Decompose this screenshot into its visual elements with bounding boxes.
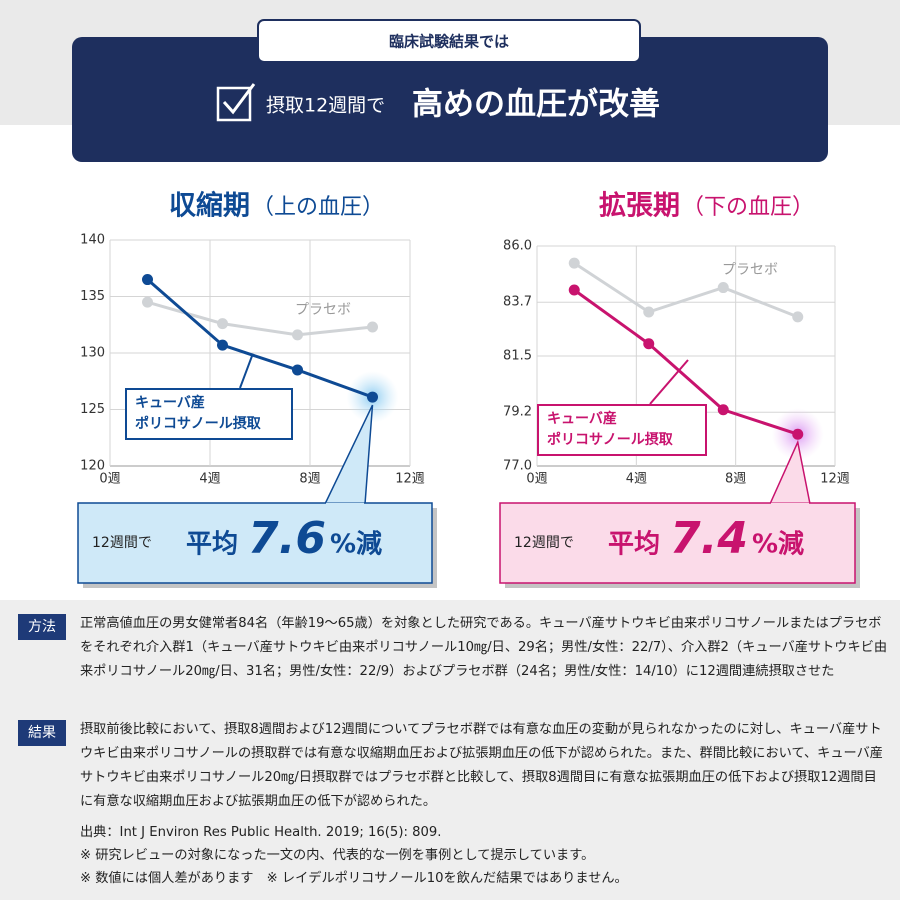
result-unit: %減 bbox=[752, 530, 804, 560]
point bbox=[292, 364, 303, 376]
results-text: 摂取前後比較において、摂取8週間および12週間についてプラセボ群では有意な血圧の… bbox=[80, 722, 883, 809]
point bbox=[367, 391, 378, 403]
result-value: 7.6 bbox=[248, 513, 326, 564]
point bbox=[717, 404, 729, 416]
y-tick-label: 120 bbox=[80, 459, 105, 474]
note: ※ 数値には個人差があります ※ レイデルポリコサノール10を飲んだ結果ではあり… bbox=[80, 871, 628, 886]
point bbox=[217, 318, 228, 330]
callout bbox=[323, 404, 374, 505]
result-value: 7.4 bbox=[670, 513, 748, 564]
label-leader bbox=[239, 355, 253, 389]
headline: 高めの血圧が改善 bbox=[412, 87, 660, 123]
y-tick-label: 130 bbox=[80, 346, 105, 361]
series-line bbox=[146, 278, 374, 399]
note: 出典：Int J Environ Res Public Health. 2019… bbox=[80, 825, 442, 840]
series-label-box: キューバ産 ポリコサノール摂取 bbox=[125, 388, 293, 440]
y-tick-label: 83.7 bbox=[503, 295, 532, 310]
point bbox=[217, 339, 228, 351]
note: ※ 研究レビューの対象になった一文の内、代表的な一例を事例として提示しています。 bbox=[80, 848, 595, 863]
point bbox=[568, 284, 580, 296]
point bbox=[643, 338, 655, 350]
y-tick-label: 86.0 bbox=[503, 239, 532, 254]
point bbox=[717, 282, 729, 294]
point bbox=[292, 329, 303, 341]
point bbox=[142, 274, 153, 286]
header-box bbox=[72, 37, 828, 162]
x-tick-label: 8週 bbox=[299, 472, 320, 487]
lead: 摂取12週間で bbox=[266, 95, 385, 117]
series-label-box: キューバ産 ポリコサノール摂取 bbox=[537, 404, 707, 456]
y-tick-label: 140 bbox=[80, 233, 105, 248]
badge bbox=[257, 19, 641, 63]
x-tick-label: 4週 bbox=[199, 472, 220, 487]
chart-subtitle: （上の血圧） bbox=[252, 195, 384, 220]
y-tick-label: 81.5 bbox=[503, 349, 532, 364]
result-box bbox=[77, 502, 433, 584]
series-label: プラセボ bbox=[295, 302, 351, 318]
methods-text: 正常高値血圧の男女健常者84名（年齢19～65歳）を対象とした研究である。キュー… bbox=[80, 616, 888, 679]
result-prefix: 12週間で bbox=[514, 535, 574, 551]
check-mark bbox=[222, 83, 256, 115]
x-tick-label: 0週 bbox=[526, 472, 547, 487]
result-unit: %減 bbox=[330, 530, 382, 560]
chart-title: 拡張期 bbox=[599, 191, 680, 222]
series-label: プラセボ bbox=[722, 262, 778, 278]
label-leader bbox=[649, 359, 689, 405]
footer: 方法 正常高値血圧の男女健常者84名（年齢19～65歳）を対象とした研究である。… bbox=[0, 600, 900, 900]
point bbox=[643, 306, 655, 318]
chart-title: 収縮期 bbox=[169, 190, 250, 222]
point bbox=[142, 296, 153, 308]
series-line bbox=[573, 261, 799, 319]
methods-label: 方法 bbox=[18, 614, 66, 640]
y-tick-label: 125 bbox=[80, 402, 105, 417]
result-label: 平均 bbox=[608, 530, 660, 560]
x-tick-label: 12週 bbox=[820, 472, 850, 487]
x-tick-label: 4週 bbox=[626, 472, 647, 487]
point bbox=[568, 257, 580, 269]
badge-text: 臨床試験結果では bbox=[389, 33, 509, 51]
y-tick-label: 79.2 bbox=[503, 405, 532, 420]
infographic: 臨床試験結果では 摂取12週間で 高めの血圧が改善 収縮期 （上の血圧） 120 12… bbox=[0, 0, 900, 588]
x-tick-label: 8週 bbox=[725, 472, 746, 487]
point bbox=[367, 321, 378, 333]
result-box bbox=[499, 502, 856, 584]
chart-subtitle: （下の血圧） bbox=[682, 195, 814, 220]
check-box bbox=[216, 86, 252, 122]
result-label: 平均 bbox=[186, 530, 238, 560]
series-line bbox=[573, 288, 799, 436]
y-tick-label: 77.0 bbox=[503, 459, 532, 474]
y-tick-label: 135 bbox=[80, 289, 105, 304]
results-label: 結果 bbox=[18, 720, 66, 746]
point bbox=[792, 428, 804, 440]
x-tick-label: 0週 bbox=[99, 472, 120, 487]
result-prefix: 12週間で bbox=[92, 535, 152, 551]
x-tick-label: 12週 bbox=[395, 472, 425, 487]
point bbox=[792, 311, 804, 323]
